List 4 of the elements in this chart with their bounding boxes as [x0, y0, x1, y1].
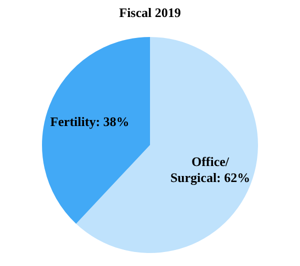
- pie-slice: [42, 37, 150, 224]
- chart-title: Fiscal 2019: [119, 5, 182, 20]
- slice-label: Office/ Surgical: 62%: [170, 154, 250, 185]
- slice-label: Fertility: 38%: [50, 114, 130, 130]
